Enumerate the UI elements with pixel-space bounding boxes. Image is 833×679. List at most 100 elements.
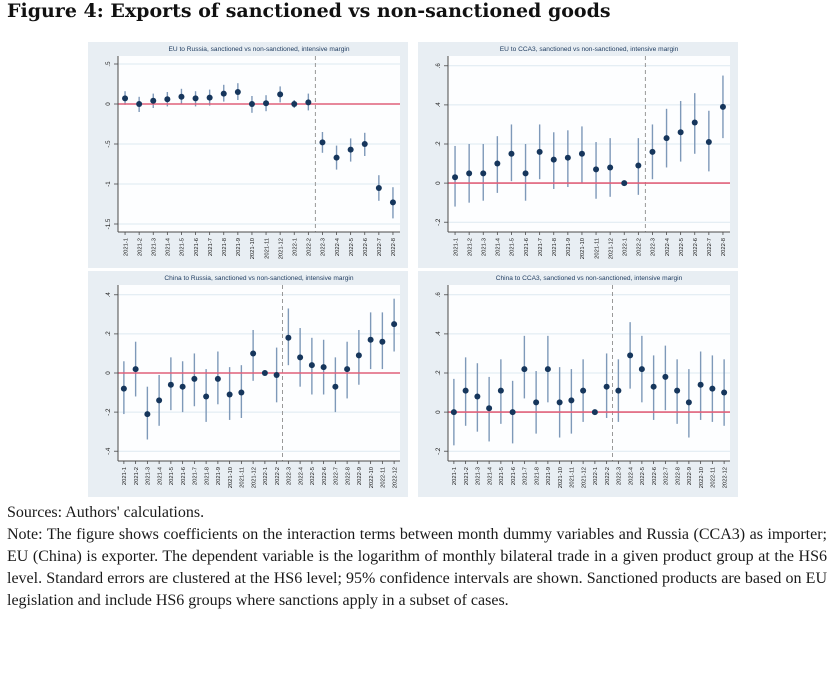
- point-marker: [150, 97, 157, 104]
- point-marker: [719, 103, 726, 110]
- point-marker: [603, 383, 610, 390]
- point-marker: [466, 170, 473, 177]
- x-tick-label: 2021-5: [499, 467, 505, 485]
- point-marker: [214, 375, 221, 382]
- point-marker: [450, 409, 457, 416]
- point-marker: [497, 387, 504, 394]
- point-marker: [568, 397, 575, 404]
- x-tick-label: 2021-12: [251, 467, 257, 488]
- point-marker: [480, 170, 487, 177]
- point-marker: [297, 354, 304, 361]
- point-marker: [508, 150, 515, 157]
- point-marker: [564, 154, 571, 161]
- figure-title: Figure 4: Exports of sanctioned vs non-s…: [7, 0, 611, 22]
- x-tick-label: 2022-6: [322, 467, 328, 485]
- x-tick-label: 2022-12: [392, 467, 398, 488]
- panel-title: EU to Russia, sanctioned vs non-sanction…: [168, 46, 349, 53]
- panel-eu-cca3-plot: .6 .4 .2 0 -.2 2021-1 2021-2 2021-3 2021-4 2021-5…: [435, 46, 730, 259]
- point-marker: [379, 338, 386, 345]
- point-marker: [122, 95, 129, 102]
- point-marker: [462, 387, 469, 394]
- point-marker: [132, 366, 139, 373]
- x-tick-label: 2021-5: [510, 238, 516, 256]
- x-tick-label: 2022-7: [334, 467, 340, 485]
- point-marker: [332, 383, 339, 390]
- x-tick-label: 2021-4: [166, 237, 172, 256]
- panel-china-cca3: .6 .4 .2 0 -.2 2021-1 2021-2 2021-3 2021-4 2021-5…: [418, 271, 738, 497]
- y-tick-label: 0: [435, 410, 442, 414]
- x-tick-label: 2021-4: [496, 237, 502, 256]
- point-marker: [220, 90, 227, 97]
- point-marker: [533, 399, 540, 406]
- x-tick-label: 2021-12: [278, 238, 284, 259]
- x-tick-label: 2022-7: [707, 238, 713, 256]
- x-tick-label: 2021-8: [204, 467, 210, 485]
- x-tick-label: 2022-4: [665, 237, 671, 256]
- point-marker: [136, 101, 143, 107]
- x-tick-label: 2022-11: [381, 467, 387, 488]
- x-tick-label: 2021-3: [151, 238, 157, 256]
- x-tick-label: 2022-1: [263, 467, 269, 485]
- x-tick-label: 2022-1: [622, 238, 628, 256]
- point-marker: [203, 393, 210, 400]
- x-tick-label: 2022-4: [628, 466, 634, 485]
- x-tick-label: 2021-5: [169, 467, 175, 485]
- x-tick-label: 2022-1: [292, 238, 298, 256]
- x-tick-label: 2021-1: [122, 467, 128, 485]
- x-tick-label: 2022-3: [287, 467, 293, 485]
- point-marker: [308, 362, 315, 369]
- point-marker: [486, 405, 493, 412]
- point-marker: [273, 371, 280, 378]
- x-tick-label: 2021-10: [228, 467, 234, 488]
- x-tick-label: 2022-5: [349, 238, 355, 256]
- point-marker: [621, 180, 628, 187]
- x-tick-label: 2022-9: [687, 467, 693, 485]
- point-marker: [593, 166, 600, 173]
- x-tick-label: 2022-2: [275, 467, 281, 485]
- point-marker: [494, 160, 501, 167]
- x-tick-label: 2022-4: [335, 237, 341, 256]
- x-tick-label: 2021-11: [240, 467, 246, 488]
- point-marker: [277, 91, 284, 98]
- point-marker: [591, 409, 598, 416]
- point-marker: [305, 99, 312, 106]
- x-tick-label: 2022-8: [675, 467, 681, 485]
- y-tick-label: 0: [435, 181, 442, 185]
- panel-china-russia-plot: .4 .2 0 -.2 -.4 2021-1 2021-2 2021-3 2021-4 2021-…: [105, 275, 400, 488]
- x-tick-label: 2022-5: [640, 467, 646, 485]
- point-marker: [580, 387, 587, 394]
- x-tick-label: 2021-8: [534, 467, 540, 485]
- point-marker: [156, 397, 163, 404]
- y-tick-label: 0: [105, 371, 112, 375]
- x-tick-label: 2022-3: [617, 467, 623, 485]
- x-tick-label: 2021-12: [581, 467, 587, 488]
- y-tick-label: .5: [105, 61, 112, 67]
- point-marker: [685, 399, 692, 406]
- point-marker: [709, 385, 716, 392]
- point-marker: [178, 93, 185, 100]
- point-marker: [248, 101, 255, 107]
- x-tick-label: 2021-2: [464, 467, 470, 485]
- x-tick-label: 2022-10: [369, 467, 375, 488]
- x-tick-label: 2022-8: [345, 467, 351, 485]
- point-marker: [556, 399, 563, 406]
- note-paragraph: Note: The figure shows coefficients on t…: [7, 526, 827, 609]
- x-tick-label: 2021-11: [594, 238, 600, 259]
- x-tick-label: 2022-11: [711, 467, 717, 488]
- point-marker: [375, 185, 382, 191]
- x-tick-label: 2021-2: [137, 238, 143, 256]
- x-tick-label: 2021-11: [264, 238, 270, 259]
- panel-title: China to Russia, sanctioned vs non-sanct…: [164, 275, 353, 282]
- x-tick-label: 2022-3: [321, 238, 327, 256]
- point-marker: [521, 366, 528, 373]
- point-marker: [697, 381, 704, 388]
- point-marker: [333, 154, 340, 161]
- x-tick-label: 2022-7: [664, 467, 670, 485]
- x-tick-label: 2021-9: [566, 238, 572, 256]
- point-marker: [263, 100, 270, 107]
- point-marker: [721, 389, 728, 396]
- x-tick-label: 2021-3: [146, 467, 152, 485]
- point-marker: [691, 119, 698, 126]
- x-tick-label: 2021-10: [558, 467, 564, 488]
- x-tick-label: 2021-1: [452, 467, 458, 485]
